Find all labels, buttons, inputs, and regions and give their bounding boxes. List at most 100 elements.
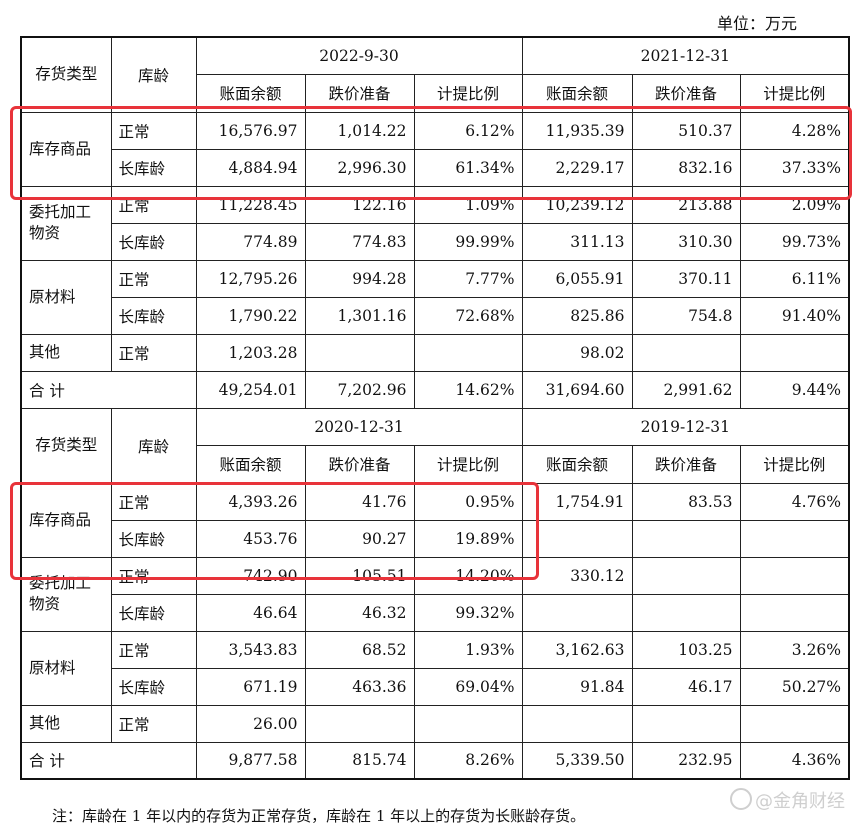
category-cell: 其他 bbox=[20, 333, 112, 372]
age-cell: 正常 bbox=[110, 259, 197, 298]
watermark-text: @金角财经 bbox=[755, 791, 845, 812]
total-cell: 8.26% bbox=[413, 741, 523, 780]
total-cell: 7,202.96 bbox=[304, 370, 415, 409]
total-label: 合 计 bbox=[20, 741, 197, 780]
value-cell: 91.40% bbox=[739, 296, 850, 335]
value-cell bbox=[631, 556, 741, 595]
table-row: 库存商品 正常 4,393.26 41.76 0.95% 1,754.91 83… bbox=[20, 482, 850, 558]
value-cell: 37.33% bbox=[739, 148, 850, 187]
total-cell: 49,254.01 bbox=[195, 370, 306, 409]
value-cell: 50.27% bbox=[739, 667, 850, 706]
total-row: 合 计 49,254.01 7,202.96 14.62% 31,694.60 … bbox=[20, 370, 850, 409]
total-cell: 9.44% bbox=[739, 370, 850, 409]
provision-header: 跌价准备 bbox=[304, 444, 415, 484]
value-cell: 91.84 bbox=[521, 667, 633, 706]
value-cell: 2,229.17 bbox=[521, 148, 633, 187]
value-cell: 2,996.30 bbox=[304, 148, 415, 187]
value-cell: 11,228.45 bbox=[195, 185, 306, 224]
value-cell: 1,790.22 bbox=[195, 296, 306, 335]
value-cell: 825.86 bbox=[521, 296, 633, 335]
provision-header: 跌价准备 bbox=[304, 73, 415, 113]
value-cell: 510.37 bbox=[631, 111, 741, 150]
ratio-header: 计提比例 bbox=[739, 444, 850, 484]
value-cell bbox=[739, 333, 850, 372]
value-cell: 19.89% bbox=[413, 519, 523, 558]
value-cell: 6.12% bbox=[413, 111, 523, 150]
total-cell: 5,339.50 bbox=[521, 741, 633, 780]
value-cell: 99.73% bbox=[739, 222, 850, 261]
category-cell: 其他 bbox=[20, 704, 112, 743]
value-cell: 1.09% bbox=[413, 185, 523, 224]
value-cell: 213.88 bbox=[631, 185, 741, 224]
value-cell bbox=[521, 519, 633, 558]
total-row: 合 计 9,877.58 815.74 8.26% 5,339.50 232.9… bbox=[20, 741, 850, 780]
period-header: 2019-12-31 bbox=[521, 407, 850, 446]
value-cell: 1.93% bbox=[413, 630, 523, 669]
footnote: 注：库龄在 1 年以内的存货为正常存货，库龄在 1 年以上的存货为长账龄存货。 bbox=[52, 807, 586, 825]
value-cell: 774.89 bbox=[195, 222, 306, 261]
value-cell bbox=[413, 704, 523, 743]
value-cell: 671.19 bbox=[195, 667, 306, 706]
value-cell: 61.34% bbox=[413, 148, 523, 187]
balance-header: 账面余额 bbox=[195, 444, 306, 484]
value-cell: 99.32% bbox=[413, 593, 523, 632]
age-header: 库龄 bbox=[110, 407, 197, 484]
total-cell: 31,694.60 bbox=[521, 370, 633, 409]
value-cell: 11,935.39 bbox=[521, 111, 633, 150]
period-header: 2020-12-31 bbox=[195, 407, 523, 446]
age-cell: 正常 bbox=[110, 704, 197, 743]
value-cell: 68.52 bbox=[304, 630, 415, 669]
balance-header: 账面余额 bbox=[521, 73, 633, 113]
age-cell: 长库龄 bbox=[110, 222, 197, 261]
total-cell: 232.95 bbox=[631, 741, 741, 780]
value-cell: 46.17 bbox=[631, 667, 741, 706]
total-cell: 9,877.58 bbox=[195, 741, 306, 780]
inventory-aging-table: 存货类型 库龄 2022-9-30 2021-12-31 账面余额 跌价准备 计… bbox=[20, 36, 851, 780]
value-cell: 742.90 bbox=[195, 556, 306, 595]
header-row: 存货类型 库龄 2020-12-31 2019-12-31 bbox=[20, 407, 850, 484]
value-cell: 26.00 bbox=[195, 704, 306, 743]
value-cell: 41.76 bbox=[304, 482, 415, 521]
table-row: 长库龄 774.89 774.83 99.99% 311.13 310.30 9… bbox=[21, 222, 850, 261]
value-cell: 90.27 bbox=[304, 519, 415, 558]
category-cell: 库存商品 bbox=[20, 111, 112, 187]
ratio-header: 计提比例 bbox=[739, 73, 850, 113]
value-cell bbox=[631, 519, 741, 558]
value-cell bbox=[304, 333, 415, 372]
value-cell: 12,795.26 bbox=[195, 259, 306, 298]
category-cell: 委托加工物资 bbox=[20, 556, 112, 632]
value-cell: 122.16 bbox=[304, 185, 415, 224]
provision-header: 跌价准备 bbox=[631, 444, 741, 484]
value-cell bbox=[631, 593, 741, 632]
value-cell bbox=[521, 593, 633, 632]
value-cell: 1,014.22 bbox=[304, 111, 415, 150]
table-row: 长库龄 453.76 90.27 19.89% bbox=[21, 519, 850, 558]
value-cell bbox=[739, 519, 850, 558]
value-cell: 72.68% bbox=[413, 296, 523, 335]
value-cell: 16,576.97 bbox=[195, 111, 306, 150]
value-cell: 994.28 bbox=[304, 259, 415, 298]
value-cell: 103.25 bbox=[631, 630, 741, 669]
period-header: 2021-12-31 bbox=[521, 36, 850, 75]
age-cell: 长库龄 bbox=[110, 667, 197, 706]
total-label: 合 计 bbox=[20, 370, 197, 409]
value-cell: 463.36 bbox=[304, 667, 415, 706]
total-cell: 4.36% bbox=[739, 741, 850, 780]
value-cell: 46.64 bbox=[195, 593, 306, 632]
age-cell: 长库龄 bbox=[110, 148, 197, 187]
ratio-header: 计提比例 bbox=[413, 73, 523, 113]
value-cell: 3,543.83 bbox=[195, 630, 306, 669]
value-cell bbox=[413, 333, 523, 372]
value-cell: 3.26% bbox=[739, 630, 850, 669]
category-cell: 库存商品 bbox=[20, 482, 112, 558]
watermark: @金角财经 bbox=[730, 787, 845, 813]
table-row: 其他 正常 1,203.28 98.02 bbox=[20, 333, 850, 372]
value-cell: 46.32 bbox=[304, 593, 415, 632]
balance-header: 账面余额 bbox=[195, 73, 306, 113]
header-row: 存货类型 库龄 2022-9-30 2021-12-31 bbox=[20, 36, 850, 113]
table-row: 原材料 正常 12,795.26 994.28 7.77% 6,055.91 3… bbox=[20, 259, 850, 335]
age-cell: 正常 bbox=[110, 185, 197, 224]
table-row: 长库龄 46.64 46.32 99.32% bbox=[21, 593, 850, 632]
table-row: 长库龄 4,884.94 2,996.30 61.34% 2,229.17 83… bbox=[21, 148, 850, 187]
value-cell: 6.11% bbox=[739, 259, 850, 298]
